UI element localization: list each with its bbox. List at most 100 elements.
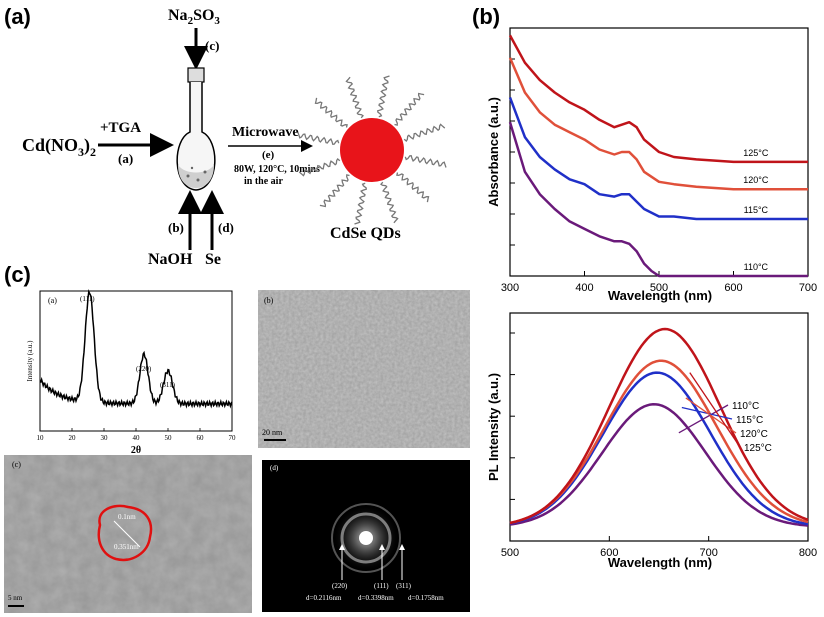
ligand-chain xyxy=(319,174,350,208)
hrtem-sublabel: (c) xyxy=(12,460,21,469)
pl-legend-pointer xyxy=(685,397,737,434)
flask-icon xyxy=(176,67,216,191)
step-d-label: (d) xyxy=(218,220,234,235)
central-beam-spot xyxy=(359,531,373,545)
xrd-x-tick-label: 60 xyxy=(197,434,205,442)
lattice-line xyxy=(113,520,141,548)
xrd-sublabel: (a) xyxy=(48,296,57,305)
absorbance-y-label: Absorbance (a.u.) xyxy=(486,97,501,207)
tem-scale-label: 20 nm xyxy=(262,428,283,437)
pl-x-tick-label: 500 xyxy=(501,547,519,559)
absorbance-x-tick-label: 400 xyxy=(575,282,593,294)
absorbance-x-tick-label: 700 xyxy=(799,282,817,294)
pl-x-tick-label: 800 xyxy=(799,547,817,559)
absorbance-series-label: 125°C xyxy=(743,148,769,158)
pl-y-label: PL Intensity (a.u.) xyxy=(486,373,501,481)
absorbance-series-line xyxy=(508,121,808,278)
ligand-chain xyxy=(396,172,430,203)
xrd-plot-frame xyxy=(39,290,233,432)
saed-pattern: (d) (220) (111) (311) d=0.2116nm d=0.339… xyxy=(262,460,470,612)
saed-sublabel: (d) xyxy=(270,464,279,472)
absorbance-series xyxy=(508,34,808,278)
ligand-chain xyxy=(314,97,348,128)
saed-d-1: d=0.2116nm xyxy=(306,594,342,602)
saed-d-2: d=0.3398nm xyxy=(358,594,394,602)
xrd-pattern: (a) (111) (220) (311) 10 20 30 40 50 60 70 2θ … xyxy=(26,288,237,455)
step-b-label: (b) xyxy=(168,220,184,235)
xrd-x-tick-label: 20 xyxy=(69,434,77,442)
synthesis-scheme: Cd(NO3)2 +TGA (a) Na2SO3 (c) (b) (d) NaO… xyxy=(22,7,447,268)
absorbance-series-line xyxy=(508,34,808,164)
pl-y-ticks xyxy=(510,332,515,542)
absorbance-series-label: 115°C xyxy=(744,205,769,215)
naoh-label: NaOH xyxy=(148,251,193,268)
absorbance-series-labels: 125°C 120°C 115°C 110°C xyxy=(743,148,769,272)
pl-x-ticks: 500 600 700 800 xyxy=(501,536,817,559)
ligand-chain xyxy=(403,123,446,142)
tem-sublabel: (b) xyxy=(264,296,274,305)
ligand-chain xyxy=(394,92,425,126)
absorbance-x-tick-label: 500 xyxy=(650,282,668,294)
absorbance-x-label: Wavelength (nm) xyxy=(608,288,712,303)
pl-x-tick-label: 600 xyxy=(600,547,618,559)
absorbance-series-label: 110°C xyxy=(744,262,769,272)
conditions-line-1: 80W, 120°C, 10mins xyxy=(234,164,320,175)
panel-label-b: (b) xyxy=(472,4,501,29)
saed-ring-311: (311) xyxy=(396,582,411,590)
ligand-chain xyxy=(404,154,447,168)
xrd-x-tick-label: 40 xyxy=(133,434,141,442)
tem-image: (b) 20 nm xyxy=(258,290,470,448)
hrtem-d1: 0.1nm xyxy=(118,513,136,521)
xrd-peak-111: (111) xyxy=(80,295,95,303)
cdse-qd-core xyxy=(340,118,404,182)
pl-series xyxy=(509,327,809,527)
nanocrystal-outline xyxy=(97,504,153,562)
diffraction-ring-inner xyxy=(340,512,392,564)
absorbance-series-line xyxy=(508,96,808,221)
pl-series-line xyxy=(509,371,809,526)
pl-legend-label: 115°C xyxy=(736,415,763,426)
hrtem-scale-label: 5 nm xyxy=(8,594,23,602)
product-label: CdSe QDs xyxy=(330,225,401,242)
pl-legend-pointer xyxy=(689,372,741,448)
saed-d-3: d=0.1758nm xyxy=(408,594,444,602)
xrd-trace xyxy=(39,288,233,409)
pl-x-label: Wavelength (nm) xyxy=(608,555,712,570)
pl-legend-label: 125°C xyxy=(744,443,772,454)
saed-ring-220: (220) xyxy=(332,582,348,590)
xrd-x-tick-label: 10 xyxy=(37,434,45,442)
microwave-label: Microwave xyxy=(232,125,299,140)
pl-legend-labels: 110°C 115°C 120°C 125°C xyxy=(678,372,772,454)
xrd-x-tick-label: 30 xyxy=(101,434,109,442)
ligand-chain xyxy=(345,76,364,119)
xrd-x-tick-label: 70 xyxy=(229,434,237,442)
hrtem-d2: 0.351nm xyxy=(114,543,139,551)
absorbance-x-ticks: 300 400 500 600 700 xyxy=(501,271,817,294)
pl-legend-pointer xyxy=(678,404,729,434)
pl-chart: 500 600 700 800 110°C 115°C 120°C 125°C Wavele… xyxy=(486,312,817,570)
step-e-label: (e) xyxy=(262,149,275,161)
panel-label-c: (c) xyxy=(4,262,31,287)
ligand-chain xyxy=(297,132,340,146)
na2so3-label: Na2SO3 xyxy=(168,7,220,27)
diffraction-ring-outer xyxy=(331,503,401,573)
pl-x-tick-label: 700 xyxy=(699,547,717,559)
pl-series-line xyxy=(509,327,809,525)
ligand-chains xyxy=(297,75,447,225)
xrd-peak-311: (311) xyxy=(160,381,176,389)
absorbance-chart: 300 400 500 600 700 125°C 120°C 115°C 110°C Wav… xyxy=(486,27,817,303)
pl-legend-label: 110°C xyxy=(732,401,759,412)
tga-label: +TGA xyxy=(100,120,141,136)
step-c-label: (c) xyxy=(205,38,219,53)
absorbance-x-tick-label: 600 xyxy=(724,282,742,294)
conditions-line-2: in the air xyxy=(244,176,283,187)
pl-legend-label: 120°C xyxy=(740,429,768,440)
hrtem-image: (c) 0.1nm 0.351nm 5 nm xyxy=(4,455,252,613)
se-label: Se xyxy=(205,251,221,268)
ligand-chain xyxy=(380,181,399,224)
xrd-x-tick-label: 50 xyxy=(165,434,173,442)
saed-ring-111: (111) xyxy=(374,582,389,590)
panel-label-a: (a) xyxy=(4,4,31,29)
ligand-chain xyxy=(376,75,390,118)
ligand-chain xyxy=(354,182,368,225)
